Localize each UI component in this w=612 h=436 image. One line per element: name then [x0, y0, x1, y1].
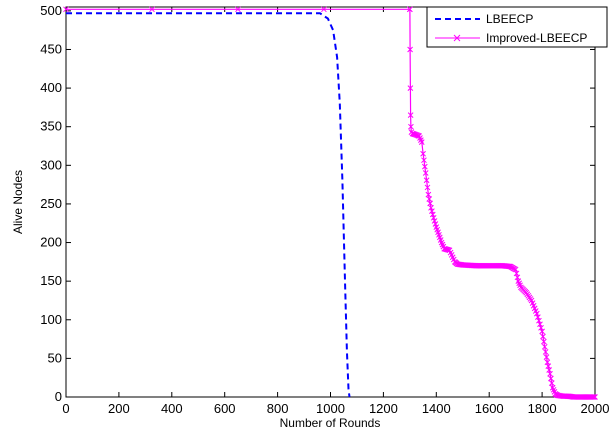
series-point-1 [421, 163, 428, 170]
series-point-1 [418, 139, 425, 146]
series-point-1 [428, 204, 434, 211]
series-point-1 [408, 123, 414, 130]
series-point-1 [537, 321, 543, 328]
y-tick-label: 350 [40, 119, 62, 134]
series-point-1 [429, 208, 435, 214]
y-tick-label: 250 [40, 196, 62, 211]
x-tick-label: 1800 [528, 401, 557, 416]
x-tick-label: 0 [62, 401, 69, 416]
y-axis-label: Alive Nodes [11, 170, 25, 234]
y-tick-label: 300 [40, 157, 62, 172]
y-tick-label: 450 [40, 41, 62, 56]
legend-marker-improved [453, 34, 461, 42]
series-point-1 [548, 380, 555, 386]
series-point-1 [591, 394, 597, 400]
x-tick-label: 400 [161, 401, 183, 416]
x-tick-label: 800 [267, 401, 289, 416]
series-point-1 [592, 394, 598, 400]
legend-box [426, 6, 608, 48]
y-tick-label: 50 [48, 350, 62, 365]
x-tick-label: 200 [108, 401, 130, 416]
y-tick-label: 400 [40, 80, 62, 95]
series-point-1 [429, 211, 436, 218]
series-point-1 [542, 349, 549, 355]
series-point-1 [426, 196, 433, 202]
y-tick-label: 200 [40, 235, 62, 250]
x-tick-label: 1200 [369, 401, 398, 416]
legend-label-improved: Improved-LBEECP [486, 31, 587, 45]
series-point-1 [235, 6, 241, 13]
series-point-1 [407, 46, 413, 53]
y-tick-label: 0 [55, 389, 62, 404]
legend-label-lbeecp: LBEECP [486, 12, 533, 26]
series-point-1 [541, 343, 548, 350]
x-tick-label: 2000 [581, 401, 610, 416]
series-point-1 [590, 394, 596, 400]
series-point-1 [539, 328, 545, 335]
plot-area [65, 6, 596, 398]
series-point-1 [541, 338, 547, 345]
series-point-1 [423, 177, 430, 184]
series-point-1 [321, 6, 327, 13]
series-point-1 [540, 333, 546, 340]
series-point-1 [406, 6, 413, 13]
series-point-1 [63, 6, 69, 13]
series-line-0 [66, 12, 351, 398]
series-point-1 [420, 150, 426, 157]
series-group [63, 6, 598, 400]
series-point-1 [536, 317, 542, 324]
series-point-1 [422, 170, 429, 176]
series-point-1 [533, 310, 540, 317]
series-point-1 [535, 314, 541, 321]
series-point-1 [427, 200, 433, 207]
x-tick-label: 600 [214, 401, 236, 416]
y-tick-label: 150 [40, 273, 62, 288]
axis-ticks: 0 200 400 600 800 1000 1200 1400 1600 1800 2000 0 50… [40, 3, 609, 416]
x-tick-label: 1000 [316, 401, 345, 416]
x-tick-label: 1400 [422, 401, 451, 416]
series-point-1 [425, 191, 432, 198]
series-markers-1 [63, 6, 598, 400]
y-tick-label: 100 [40, 312, 62, 327]
series-point-1 [149, 6, 155, 13]
series-point-1 [424, 184, 431, 191]
series-point-1 [538, 324, 544, 331]
series-point-1 [407, 112, 414, 118]
legend: LBEECP Improved-LBEECP [426, 6, 608, 48]
series-point-1 [543, 354, 550, 360]
x-tick-label: 1600 [475, 401, 504, 416]
x-axis-label: Number of Rounds [280, 416, 381, 430]
series-point-1 [547, 370, 553, 377]
series-point-1 [548, 375, 554, 382]
y-tick-label: 500 [40, 3, 62, 18]
series-point-1 [407, 85, 414, 91]
series-point-1 [421, 157, 427, 164]
